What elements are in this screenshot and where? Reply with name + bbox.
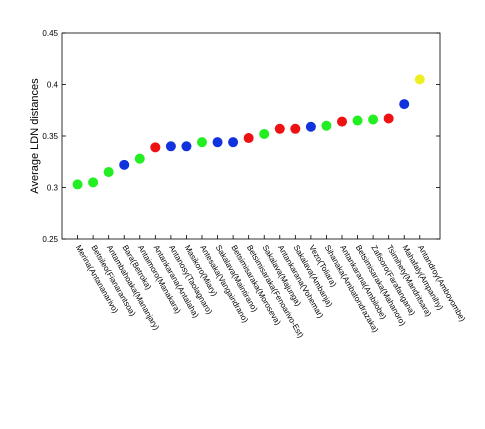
point bbox=[383, 113, 394, 124]
point bbox=[228, 137, 239, 148]
point bbox=[368, 114, 379, 125]
point bbox=[134, 153, 145, 164]
y-tick-label: 0.3 bbox=[47, 184, 59, 193]
point bbox=[305, 121, 316, 132]
point bbox=[243, 133, 254, 144]
point bbox=[399, 99, 410, 110]
y-axis-label: Average LDN distances bbox=[29, 78, 41, 194]
point bbox=[259, 128, 270, 139]
point bbox=[181, 141, 192, 152]
point bbox=[103, 167, 114, 178]
y-tick-label: 0.45 bbox=[42, 29, 58, 38]
point bbox=[197, 137, 207, 148]
point bbox=[274, 123, 285, 134]
point bbox=[352, 115, 363, 126]
point bbox=[150, 142, 161, 153]
point bbox=[321, 120, 332, 131]
point bbox=[290, 123, 301, 134]
point bbox=[119, 159, 130, 170]
point bbox=[88, 177, 99, 188]
y-tick-label: 0.35 bbox=[42, 132, 58, 141]
y-tick-label: 0.25 bbox=[42, 235, 58, 244]
y-tick-label: 0.4 bbox=[47, 81, 59, 90]
point bbox=[414, 74, 425, 85]
point bbox=[337, 116, 347, 127]
point bbox=[212, 137, 223, 148]
point bbox=[165, 141, 176, 152]
point bbox=[72, 179, 83, 190]
